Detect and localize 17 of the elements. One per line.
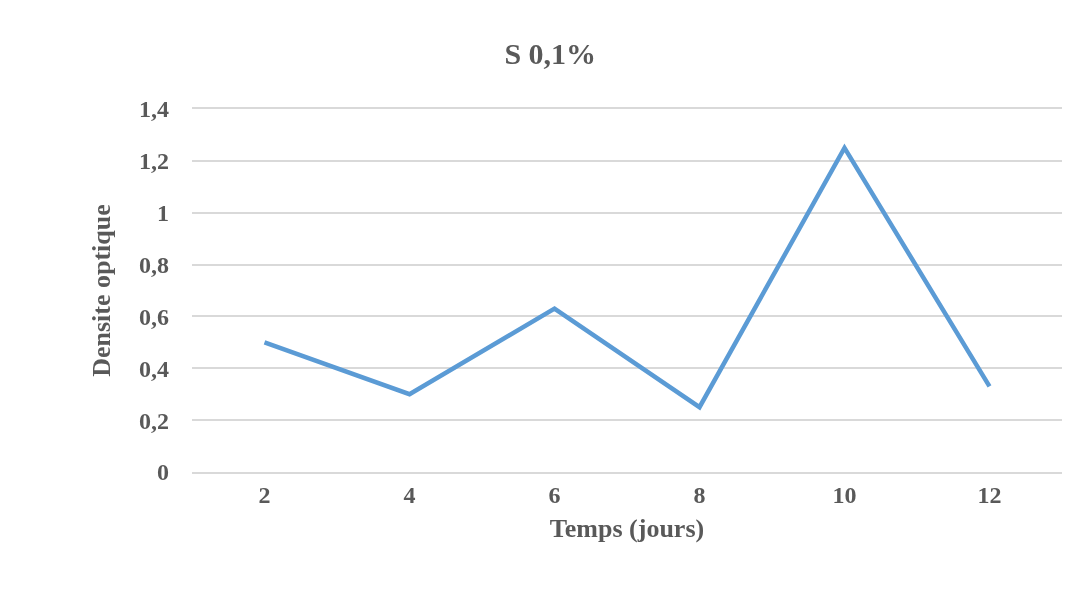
- x-tick-label: 6: [548, 481, 561, 508]
- y-tick-label: 1: [157, 200, 169, 227]
- y-tick-label: 0,4: [139, 355, 169, 382]
- y-tick-label: 0,6: [139, 303, 169, 330]
- y-tick-label: 0,8: [139, 251, 169, 278]
- y-tick-label: 1,2: [139, 148, 169, 175]
- chart-title: S 0,1%: [504, 37, 597, 71]
- y-tick-label: 1,4: [139, 96, 169, 123]
- x-tick-label: 12: [977, 481, 1002, 508]
- x-tick-label: 4: [403, 481, 416, 508]
- x-tick-label: 2: [258, 481, 271, 508]
- y-tick-label: 0,2: [139, 407, 169, 434]
- x-tick-label: 8: [693, 481, 706, 508]
- y-axis-title: Densite optique: [87, 204, 117, 377]
- y-tick-label: 0: [157, 459, 169, 486]
- x-tick-label: 10: [832, 481, 857, 508]
- x-axis-title: Temps (jours): [549, 513, 705, 543]
